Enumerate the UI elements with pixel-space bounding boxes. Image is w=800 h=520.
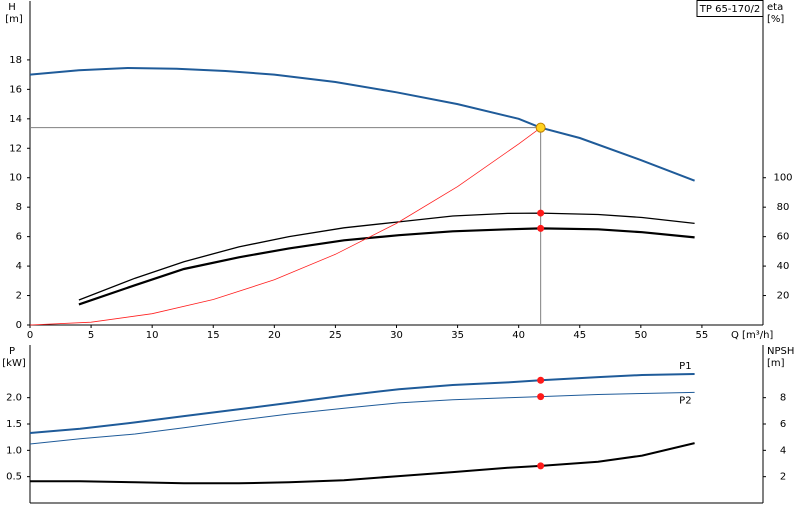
x-axis-label: Q [m³/h]	[731, 330, 773, 341]
legend-title: TP 65-170/2	[699, 4, 760, 15]
y2-tick-label: 100	[773, 173, 792, 184]
x-tick-label: 55	[696, 330, 709, 341]
x-tick-label: 20	[268, 330, 281, 341]
x-tick-label: 15	[207, 330, 220, 341]
series-line	[29, 127, 541, 326]
x-tick-label: 0	[27, 330, 33, 341]
y-axis-unit: [kW]	[2, 358, 26, 369]
y-tick-label: 10	[9, 173, 22, 184]
y-axis-label: H	[8, 2, 16, 13]
y2-axis-label: eta	[767, 2, 783, 13]
y-tick-label: 0	[16, 320, 22, 331]
series-line	[78, 227, 695, 306]
legend-box	[696, 0, 764, 17]
y-tick-label: 18	[9, 55, 22, 66]
y2-axis-label: NPSH	[767, 346, 794, 357]
x-tick-label: 5	[88, 330, 94, 341]
series-line	[29, 391, 695, 445]
x-tick-label: 30	[390, 330, 403, 341]
series-line	[29, 373, 695, 434]
y-tick-label: 0.5	[6, 472, 22, 483]
y2-tick-label: 2	[780, 472, 786, 483]
y-tick-label: 8	[16, 202, 22, 213]
y2-tick-label: 60	[777, 232, 790, 243]
y2-axis-unit: [%]	[767, 14, 784, 25]
y-tick-label: 16	[9, 84, 22, 95]
y-tick-label: 4	[16, 261, 22, 272]
series-line	[29, 66, 695, 182]
y2-tick-label: 6	[780, 419, 786, 430]
x-tick-label: 45	[573, 330, 586, 341]
y2-tick-label: 20	[777, 291, 790, 302]
y-tick-label: 2.0	[6, 393, 22, 404]
x-tick-label: 25	[329, 330, 342, 341]
y-axis-label: P	[9, 346, 15, 357]
y2-tick-label: 80	[777, 202, 790, 213]
series-label: P1	[679, 361, 691, 372]
y2-tick-label: 40	[777, 261, 790, 272]
operating-point	[537, 209, 545, 217]
y-tick-label: 1.0	[6, 445, 22, 456]
y2-axis-unit: [m]	[767, 358, 785, 369]
y-tick-label: 2	[16, 291, 22, 302]
y-tick-label: 12	[9, 143, 22, 154]
y2-tick-label: 8	[780, 393, 786, 404]
series-label: P2	[679, 395, 691, 406]
y-tick-label: 6	[16, 232, 22, 243]
x-tick-label: 50	[634, 330, 647, 341]
y-axis-unit: [m]	[5, 14, 23, 25]
x-tick-label: 35	[451, 330, 464, 341]
operating-point	[537, 224, 545, 232]
operating-point	[537, 393, 545, 401]
operating-point	[535, 122, 546, 133]
y2-tick-label: 4	[780, 445, 786, 456]
x-tick-label: 10	[146, 330, 159, 341]
operating-point	[537, 376, 545, 384]
series-line	[30, 442, 695, 485]
x-tick-label: 40	[512, 330, 525, 341]
operating-point	[537, 462, 545, 470]
y-tick-label: 14	[9, 114, 22, 125]
y-tick-label: 1.5	[6, 419, 22, 430]
